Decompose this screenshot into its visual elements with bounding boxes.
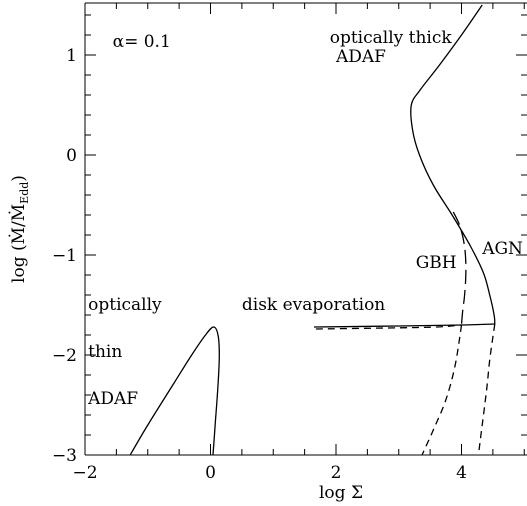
curve-longdash-4 [452,211,467,326]
y-axis-label-main: log (Ṁ/Ṁ [8,204,29,283]
axis-tick-labels: −2 0 2 4−3−2−101 [52,46,467,483]
annotation-4: GBH [416,253,457,273]
curve-solid-0 [129,326,220,456]
curves [129,4,496,456]
annotation-0: α= 0.1 [113,32,171,52]
y-tick-label: 1 [66,46,77,66]
curve-dashed-5 [421,324,463,456]
x-tick-label: 4 [456,463,467,483]
x-tick-label: 0 [205,463,216,483]
annotation-1: optically thick [330,28,453,48]
y-tick-label: −1 [52,246,77,266]
y-tick-label: 0 [66,146,77,166]
y-tick-label: −2 [52,346,77,366]
x-tick-label: 2 [331,463,342,483]
curve-dashed-3 [315,324,462,330]
curve-solid-2 [313,323,495,328]
annotation-2: ADAF [335,47,386,67]
y-axis-label-subscript: Edd [18,182,31,204]
y-axis-label-close: ) [9,175,29,182]
annotation-8: ADAF [87,389,138,409]
annotation-5: optically [88,295,162,315]
axis-ticks [84,3,527,456]
x-axis-label: log Σ [319,483,363,503]
curve-dashed-6 [477,323,496,456]
x-tick-label: −2 [72,463,97,483]
curve-solid-1 [410,4,496,325]
annotation-7: thin [88,342,122,362]
y-axis-label: log (Ṁ/ṀEdd) [8,175,31,283]
y-tick-label: −3 [52,446,77,466]
annotation-3: AGN [481,239,523,259]
annotations: α= 0.1 optically thickADAFAGNGBHoptically… [87,28,523,409]
annotation-6: disk evaporation [242,295,385,315]
